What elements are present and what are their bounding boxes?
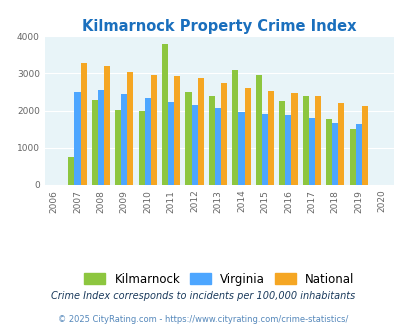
Bar — [162, 45, 168, 185]
Bar — [121, 94, 127, 185]
Bar — [232, 70, 238, 185]
Bar — [361, 107, 367, 185]
Text: © 2025 CityRating.com - https://www.cityrating.com/crime-statistics/: © 2025 CityRating.com - https://www.city… — [58, 315, 347, 324]
Bar — [144, 98, 150, 185]
Bar — [115, 110, 121, 185]
Bar — [74, 92, 80, 185]
Bar — [279, 101, 285, 185]
Bar — [302, 96, 308, 185]
Bar — [285, 115, 291, 185]
Bar — [98, 90, 104, 185]
Bar — [209, 96, 215, 185]
Bar — [244, 88, 250, 185]
Legend: Kilmarnock, Virginia, National: Kilmarnock, Virginia, National — [79, 268, 358, 290]
Bar — [331, 123, 337, 185]
Title: Kilmarnock Property Crime Index: Kilmarnock Property Crime Index — [82, 19, 356, 34]
Bar — [92, 100, 98, 185]
Bar — [127, 72, 133, 185]
Bar — [337, 103, 343, 185]
Bar — [221, 83, 227, 185]
Bar — [355, 123, 361, 185]
Bar — [138, 111, 144, 185]
Bar — [104, 66, 110, 185]
Bar — [261, 114, 267, 185]
Bar — [215, 108, 221, 185]
Bar — [267, 91, 273, 185]
Text: Crime Index corresponds to incidents per 100,000 inhabitants: Crime Index corresponds to incidents per… — [51, 291, 354, 301]
Bar — [168, 102, 174, 185]
Bar — [150, 75, 156, 185]
Bar — [291, 93, 297, 185]
Bar — [325, 119, 331, 185]
Bar — [68, 157, 74, 185]
Bar — [80, 63, 86, 185]
Bar — [349, 129, 355, 185]
Bar — [191, 105, 197, 185]
Bar — [197, 78, 203, 185]
Bar — [308, 117, 314, 185]
Bar — [314, 96, 320, 185]
Bar — [238, 113, 244, 185]
Bar — [255, 75, 261, 185]
Bar — [174, 76, 180, 185]
Bar — [185, 92, 191, 185]
